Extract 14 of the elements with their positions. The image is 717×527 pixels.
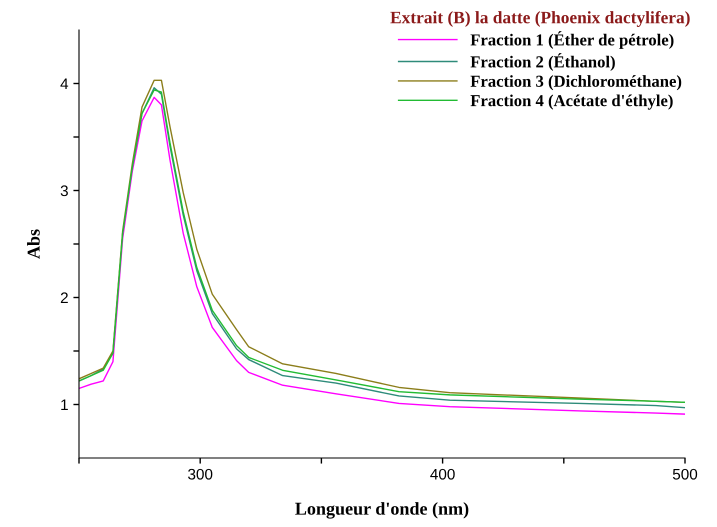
y-tick-label: 3: [60, 185, 68, 196]
legend-label: Fraction 1 (Éther de pétrole): [470, 31, 674, 49]
y-tick-label: 4: [60, 78, 68, 90]
x-tick-label: 300: [188, 468, 212, 480]
x-tick-label: 500: [672, 468, 698, 480]
x-axis-title: Longueur d'onde (nm): [295, 502, 468, 519]
legend-title: Extrait (B) la datte (Phoenix dactylifera): [390, 10, 690, 27]
x-tick-label: 400: [430, 468, 455, 480]
y-tick-label: 1: [61, 400, 68, 410]
legend-label: Fraction 3 (Dichlorométhane): [470, 75, 682, 90]
y-tick-label: 2: [60, 292, 68, 304]
legend-label: Fraction 4 (Acétate d'éthyle): [470, 94, 673, 110]
y-axis-title: Abs: [27, 229, 40, 259]
legend-label: Fraction 2 (Éthanol): [470, 53, 615, 71]
